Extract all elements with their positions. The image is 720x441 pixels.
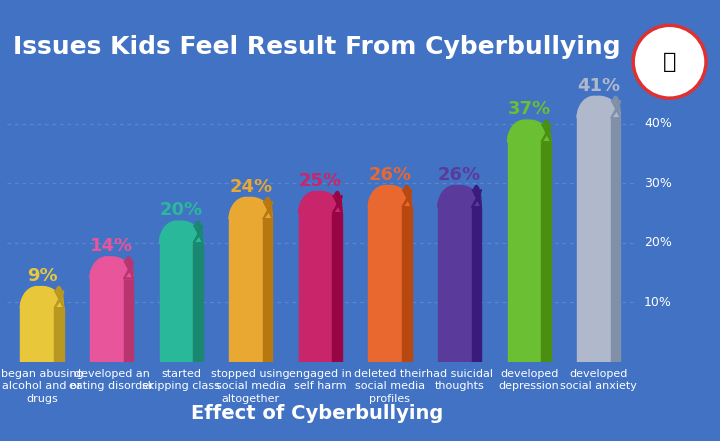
Polygon shape: [299, 191, 333, 213]
Polygon shape: [90, 257, 124, 278]
Polygon shape: [90, 257, 133, 278]
Polygon shape: [472, 190, 481, 207]
Bar: [369, 207, 402, 362]
Text: started
skipping class: started skipping class: [143, 369, 220, 391]
Text: 41%: 41%: [577, 77, 621, 94]
Polygon shape: [402, 190, 412, 207]
Polygon shape: [472, 186, 481, 207]
Polygon shape: [20, 287, 54, 308]
Bar: [333, 213, 342, 362]
Bar: [90, 278, 124, 362]
Bar: [508, 142, 541, 362]
Text: developed an
eating disorder: developed an eating disorder: [69, 369, 154, 391]
Text: deleted their
social media
profiles: deleted their social media profiles: [354, 369, 426, 404]
Text: developed
social anxiety: developed social anxiety: [560, 369, 637, 391]
Polygon shape: [263, 202, 272, 219]
Polygon shape: [402, 186, 412, 207]
Text: 9%: 9%: [27, 267, 58, 285]
Text: Issues Kids Feel Result From Cyberbullying: Issues Kids Feel Result From Cyberbullyi…: [13, 35, 621, 59]
Text: stopped using
social media
altogether: stopped using social media altogether: [212, 369, 290, 404]
Polygon shape: [20, 287, 63, 308]
Text: Effect of Cyberbullying: Effect of Cyberbullying: [191, 404, 443, 423]
Text: 20%: 20%: [644, 236, 672, 249]
Bar: [54, 308, 63, 362]
Polygon shape: [508, 120, 541, 142]
Polygon shape: [333, 191, 342, 213]
Polygon shape: [54, 291, 63, 308]
Polygon shape: [124, 261, 133, 278]
Bar: [124, 278, 133, 362]
Text: 10%: 10%: [644, 295, 672, 309]
Polygon shape: [193, 225, 203, 243]
Text: had suicidal
thoughts: had suicidal thoughts: [426, 369, 493, 391]
Polygon shape: [369, 186, 412, 207]
Text: 37%: 37%: [508, 101, 551, 118]
Polygon shape: [402, 190, 412, 207]
Text: 26%: 26%: [438, 166, 481, 184]
Polygon shape: [333, 195, 342, 213]
Bar: [472, 207, 481, 362]
Polygon shape: [54, 291, 63, 308]
Text: 26%: 26%: [369, 166, 412, 184]
Bar: [611, 118, 621, 362]
Polygon shape: [611, 101, 621, 118]
Text: 30%: 30%: [644, 177, 672, 190]
Text: 🚀: 🚀: [663, 52, 676, 72]
Polygon shape: [541, 124, 551, 142]
Text: began abusing
alcohol and or
drugs: began abusing alcohol and or drugs: [1, 369, 84, 404]
Polygon shape: [611, 101, 621, 118]
Polygon shape: [541, 124, 551, 142]
Polygon shape: [369, 186, 402, 207]
Bar: [299, 213, 333, 362]
Polygon shape: [611, 96, 621, 118]
Polygon shape: [299, 191, 342, 213]
Polygon shape: [472, 190, 481, 207]
Text: 24%: 24%: [229, 178, 272, 196]
Polygon shape: [54, 287, 63, 308]
Polygon shape: [438, 186, 481, 207]
Polygon shape: [160, 221, 193, 243]
Polygon shape: [263, 198, 272, 219]
Bar: [541, 142, 551, 362]
Polygon shape: [333, 195, 342, 213]
Text: 14%: 14%: [90, 237, 133, 255]
Polygon shape: [193, 221, 203, 243]
Text: 20%: 20%: [160, 202, 203, 219]
Bar: [263, 219, 272, 362]
Text: developed
depression: developed depression: [499, 369, 559, 391]
Text: engaged in
self harm: engaged in self harm: [289, 369, 352, 391]
Bar: [193, 243, 203, 362]
Text: 40%: 40%: [644, 117, 672, 131]
Polygon shape: [124, 261, 133, 278]
Polygon shape: [577, 96, 611, 118]
Polygon shape: [541, 120, 551, 142]
Bar: [229, 219, 263, 362]
Bar: [438, 207, 472, 362]
Polygon shape: [229, 198, 263, 219]
Polygon shape: [160, 221, 203, 243]
Bar: [577, 118, 611, 362]
Circle shape: [633, 25, 706, 98]
Polygon shape: [508, 120, 551, 142]
Bar: [402, 207, 412, 362]
Polygon shape: [124, 257, 133, 278]
Polygon shape: [193, 225, 203, 243]
Bar: [160, 243, 193, 362]
Polygon shape: [438, 186, 472, 207]
Bar: [20, 308, 54, 362]
Text: 25%: 25%: [299, 172, 342, 190]
Polygon shape: [577, 96, 621, 118]
Polygon shape: [263, 202, 272, 219]
Polygon shape: [229, 198, 272, 219]
